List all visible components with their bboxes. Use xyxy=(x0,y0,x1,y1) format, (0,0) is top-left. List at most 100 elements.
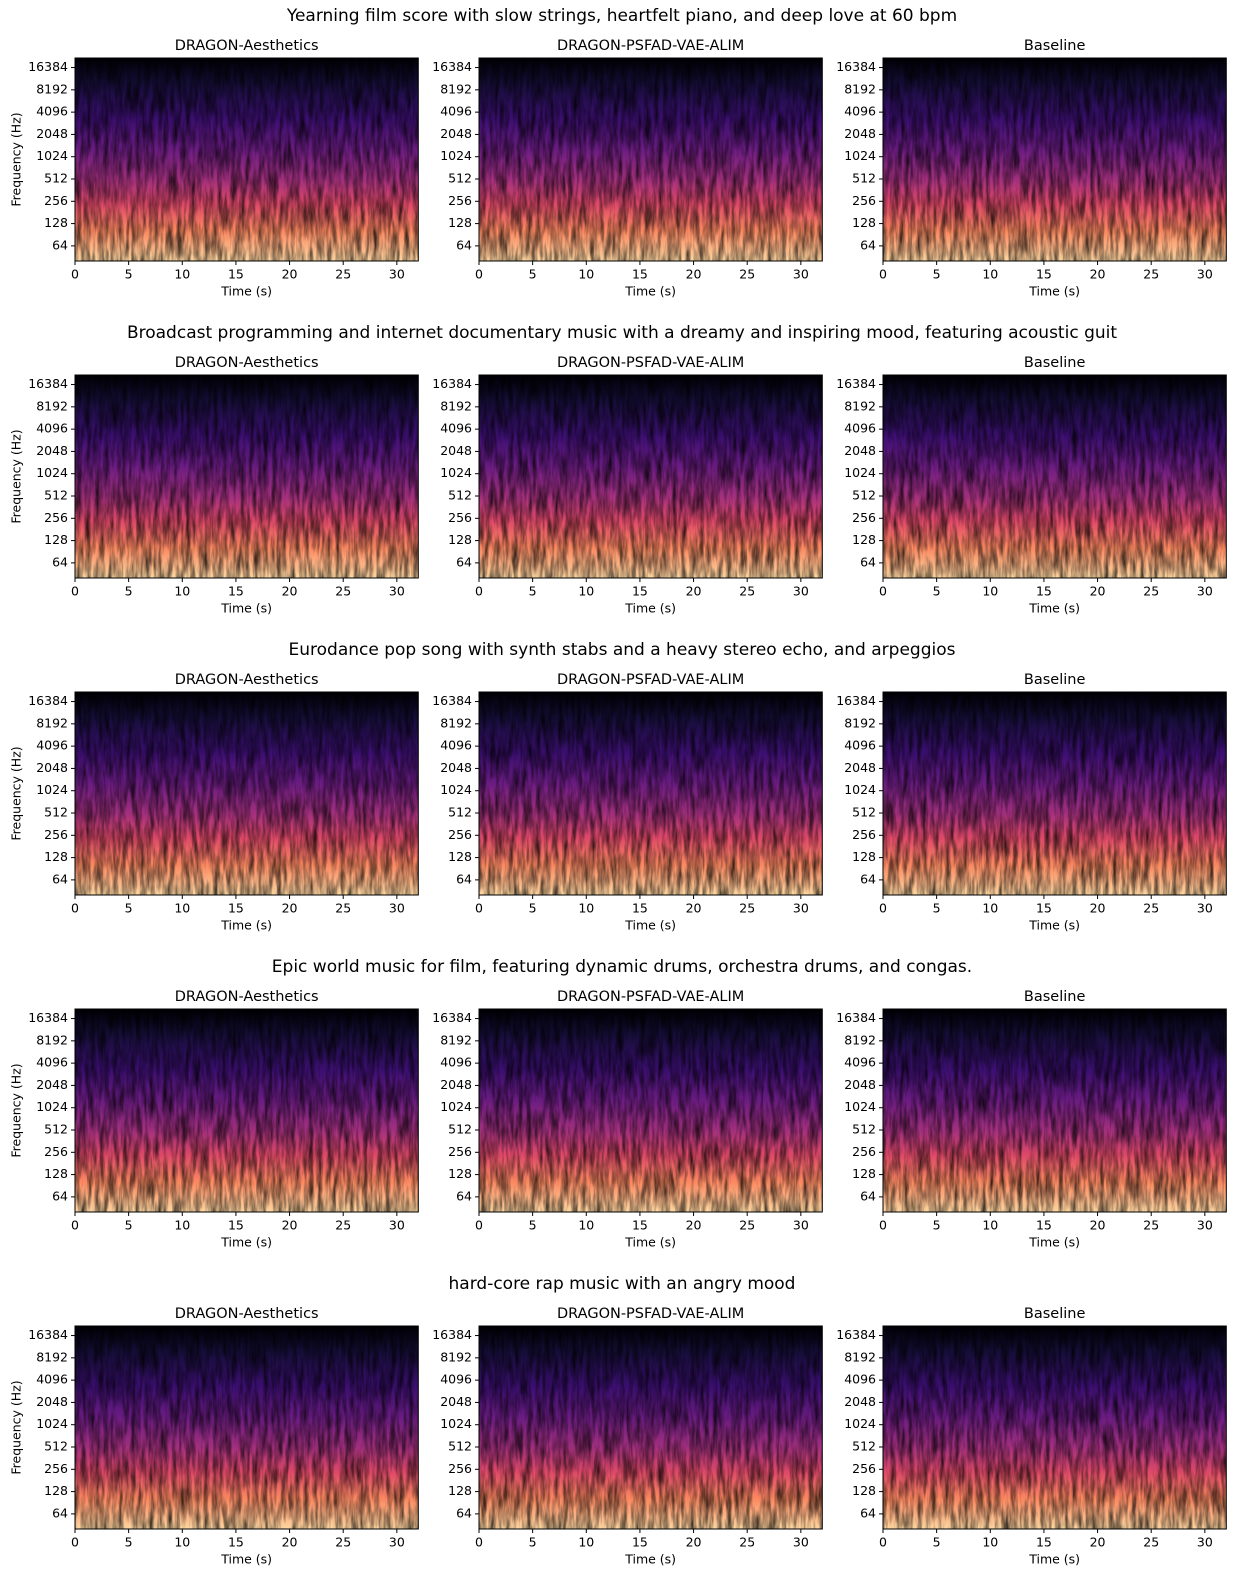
y-tick-label: 256 xyxy=(448,510,472,525)
y-tick-label: 4096 xyxy=(440,738,472,753)
y-tick-label: 128 xyxy=(852,1483,876,1498)
x-tick-label: 15 xyxy=(228,1535,244,1550)
x-tick-label: 25 xyxy=(1143,584,1159,599)
y-tick-label: 2048 xyxy=(36,1077,68,1092)
y-tick-label: 64 xyxy=(860,237,876,252)
y-tick-label: 256 xyxy=(448,1144,472,1159)
y-tick-label: 128 xyxy=(44,1483,68,1498)
y-tick-label: 8192 xyxy=(440,715,472,730)
x-tick-label: 30 xyxy=(1197,1535,1213,1550)
y-tick-label: 1024 xyxy=(844,465,876,480)
y-tick-label: 128 xyxy=(852,1166,876,1181)
x-tick-label: 25 xyxy=(739,1535,755,1550)
x-tick-label: 10 xyxy=(982,1535,998,1550)
y-tick-label: 128 xyxy=(448,532,472,547)
x-axis-label: Time (s) xyxy=(624,1552,676,1567)
y-tick-label: 4096 xyxy=(844,1372,876,1387)
y-tick-label: 1024 xyxy=(36,782,68,797)
y-tick-label: 4096 xyxy=(844,1055,876,1070)
y-tick-label: 512 xyxy=(448,805,472,820)
y-tick-label: 2048 xyxy=(36,1394,68,1409)
y-tick-label: 512 xyxy=(852,171,876,186)
spectrogram-texture xyxy=(883,58,1227,261)
x-tick-label: 0 xyxy=(475,1218,483,1233)
y-tick-label: 1024 xyxy=(36,1416,68,1431)
x-tick-label: 20 xyxy=(282,267,298,282)
y-tick-label: 128 xyxy=(852,532,876,547)
x-tick-label: 5 xyxy=(933,584,941,599)
axes-frame xyxy=(882,691,1227,896)
y-tick-label: 16384 xyxy=(836,59,876,74)
x-tick-label: 5 xyxy=(125,1535,133,1550)
spectrogram-texture xyxy=(75,1326,419,1529)
y-tick-label: 64 xyxy=(860,554,876,569)
x-tick-label: 5 xyxy=(529,1535,537,1550)
x-tick-label: 0 xyxy=(475,1535,483,1550)
y-tick-label: 512 xyxy=(448,488,472,503)
axes-frame xyxy=(74,691,419,896)
y-tick-label: 256 xyxy=(44,193,68,208)
y-tick-label: 1024 xyxy=(36,465,68,480)
x-tick-label: 0 xyxy=(879,1535,887,1550)
y-tick-label: 4096 xyxy=(36,1372,68,1387)
y-tick-label: 2048 xyxy=(36,760,68,775)
y-tick-label: 1024 xyxy=(440,1099,472,1114)
panel-title: DRAGON-PSFAD-VAE-ALIM xyxy=(557,38,744,54)
y-tick-label: 1024 xyxy=(844,1099,876,1114)
y-tick-label: 16384 xyxy=(28,376,68,391)
x-tick-label: 30 xyxy=(793,584,809,599)
panel-title: DRAGON-Aesthetics xyxy=(175,355,319,371)
x-tick-label: 10 xyxy=(982,901,998,916)
y-tick-label: 8192 xyxy=(844,1349,876,1364)
x-tick-label: 10 xyxy=(982,1218,998,1233)
y-tick-label: 2048 xyxy=(844,1077,876,1092)
x-tick-label: 10 xyxy=(174,901,190,916)
y-axis-label: Frequency (Hz) xyxy=(9,1063,24,1157)
y-tick-label: 1024 xyxy=(844,782,876,797)
x-axis-label: Time (s) xyxy=(624,601,676,616)
y-tick-label: 8192 xyxy=(440,1032,472,1047)
y-axis-label: Frequency (Hz) xyxy=(9,429,24,523)
y-tick-label: 4096 xyxy=(844,104,876,119)
spectrogram-texture xyxy=(75,58,419,261)
spectrogram-texture xyxy=(75,1009,419,1212)
x-axis-label: Time (s) xyxy=(1028,1552,1080,1567)
panel-title: DRAGON-PSFAD-VAE-ALIM xyxy=(557,355,744,371)
y-tick-label: 64 xyxy=(52,871,68,886)
y-tick-label: 16384 xyxy=(432,376,472,391)
y-tick-label: 2048 xyxy=(440,760,472,775)
y-tick-label: 256 xyxy=(44,1144,68,1159)
spectrogram-texture xyxy=(883,692,1227,895)
x-tick-label: 0 xyxy=(879,1218,887,1233)
panel-title: Baseline xyxy=(1024,355,1086,371)
y-tick-label: 1024 xyxy=(844,148,876,163)
y-tick-label: 128 xyxy=(448,1483,472,1498)
axes-frame xyxy=(74,57,419,262)
y-tick-label: 1024 xyxy=(440,782,472,797)
x-tick-label: 10 xyxy=(578,584,594,599)
x-axis-label: Time (s) xyxy=(624,1235,676,1250)
y-tick-label: 16384 xyxy=(28,1010,68,1025)
y-tick-label: 64 xyxy=(860,1188,876,1203)
x-tick-label: 5 xyxy=(125,584,133,599)
y-tick-label: 2048 xyxy=(440,1077,472,1092)
axes-frame xyxy=(74,1008,419,1213)
y-tick-label: 512 xyxy=(44,805,68,820)
x-tick-label: 15 xyxy=(1036,901,1052,916)
x-axis-label: Time (s) xyxy=(220,1552,272,1567)
spectrogram-texture xyxy=(479,1326,823,1529)
x-tick-label: 0 xyxy=(71,584,79,599)
y-tick-label: 256 xyxy=(852,193,876,208)
y-tick-label: 512 xyxy=(44,1122,68,1137)
axes-frame xyxy=(882,374,1227,579)
axes-frame xyxy=(478,57,823,262)
y-tick-label: 512 xyxy=(852,805,876,820)
spectrogram-texture xyxy=(75,375,419,578)
x-tick-label: 10 xyxy=(174,584,190,599)
x-tick-label: 20 xyxy=(686,901,702,916)
y-tick-label: 512 xyxy=(44,171,68,186)
x-tick-label: 5 xyxy=(529,901,537,916)
x-tick-label: 5 xyxy=(933,267,941,282)
y-tick-label: 512 xyxy=(44,488,68,503)
x-tick-label: 25 xyxy=(335,1535,351,1550)
